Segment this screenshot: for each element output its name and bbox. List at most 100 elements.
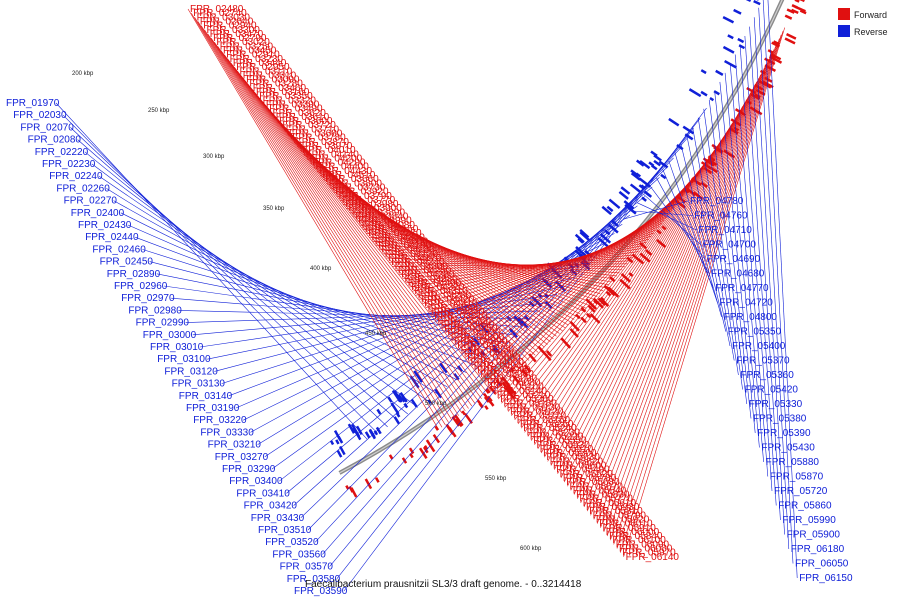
- gene-label[interactable]: FPR_04190: [378, 241, 432, 252]
- gene-label[interactable]: FPR_03930: [447, 328, 501, 339]
- gene-label[interactable]: FPR_04850: [461, 344, 515, 355]
- gene-label[interactable]: FPR_05970: [622, 548, 676, 559]
- gene-label[interactable]: FPR_04260: [418, 290, 472, 301]
- gene-label[interactable]: FPR_03620: [273, 108, 327, 119]
- gene-label[interactable]: FPR_04170: [388, 253, 442, 264]
- gene-label[interactable]: FPR_04510: [322, 170, 376, 181]
- gene-label[interactable]: FPR_05360: [740, 370, 794, 381]
- gene-label[interactable]: FPR_05900: [787, 530, 841, 541]
- gene-label[interactable]: FPR_03980: [345, 199, 399, 210]
- gene-label[interactable]: FPR_01970: [6, 98, 60, 109]
- gene-label[interactable]: FPR_05330: [749, 399, 803, 410]
- gene-label[interactable]: FPR_05530: [537, 440, 591, 451]
- gene-label[interactable]: FPR_03000: [143, 330, 197, 341]
- gene-label[interactable]: FPR_02970: [121, 293, 175, 304]
- gene-label[interactable]: FPR_03230: [230, 54, 284, 65]
- gene-label[interactable]: FPR_05370: [736, 356, 790, 367]
- gene-label[interactable]: FPR_04770: [715, 283, 769, 294]
- gene-label[interactable]: FPR_06090: [616, 539, 670, 550]
- gene-label[interactable]: FPR_05790: [593, 510, 647, 521]
- gene-label[interactable]: FPR_06100: [612, 535, 666, 546]
- gene-label[interactable]: FPR_05630: [546, 452, 600, 463]
- gene-label[interactable]: FPR_04310: [414, 286, 468, 297]
- gene-label[interactable]: FPR_03510: [258, 525, 312, 536]
- gene-label[interactable]: FPR_03430: [251, 513, 305, 524]
- gene-label[interactable]: FPR_06000: [606, 527, 660, 538]
- gene-label[interactable]: FPR_02270: [64, 196, 118, 207]
- gene-label[interactable]: FPR_03770: [342, 195, 396, 206]
- gene-label[interactable]: FPR_04870: [457, 340, 511, 351]
- gene-label[interactable]: FPR_05150: [517, 415, 571, 426]
- gene-label[interactable]: FPR_03350: [259, 91, 313, 102]
- gene-label[interactable]: FPR_03160: [256, 87, 310, 98]
- gene-label[interactable]: FPR_04250: [398, 265, 452, 276]
- gene-label[interactable]: FPR_03760: [438, 315, 492, 326]
- gene-label[interactable]: FPR_05160: [504, 398, 558, 409]
- gene-label[interactable]: FPR_02960: [114, 281, 168, 292]
- gene-label[interactable]: FPR_04960: [477, 365, 531, 376]
- gene-label[interactable]: FPR_03010: [150, 342, 204, 353]
- gene-label[interactable]: FPR_04900: [451, 332, 505, 343]
- gene-label[interactable]: FPR_04300: [395, 261, 449, 272]
- gene-label[interactable]: FPR_04420: [421, 295, 475, 306]
- gene-label[interactable]: FPR_05620: [550, 456, 604, 467]
- gene-label[interactable]: FPR_06180: [791, 544, 845, 555]
- gene-label[interactable]: FPR_05110: [513, 411, 566, 422]
- gene-label[interactable]: FPR_05810: [589, 506, 643, 517]
- gene-label[interactable]: FPR_02070: [20, 122, 74, 133]
- gene-label[interactable]: FPR_02080: [28, 135, 82, 146]
- gene-label[interactable]: FPR_02950: [236, 62, 290, 73]
- gene-label[interactable]: FPR_03400: [229, 476, 283, 487]
- gene-label[interactable]: FPR_03970: [299, 141, 353, 152]
- gene-label[interactable]: FPR_04320: [411, 282, 465, 293]
- gene-label[interactable]: FPR_05840: [609, 531, 663, 542]
- gene-label[interactable]: FPR_05600: [553, 461, 607, 472]
- gene-label[interactable]: FPR_03470: [210, 29, 264, 40]
- gene-label[interactable]: FPR_03590: [294, 586, 348, 597]
- gene-label[interactable]: FPR_03810: [434, 311, 488, 322]
- gene-label[interactable]: FPR_03120: [164, 366, 218, 377]
- gene-label[interactable]: FPR_03330: [200, 427, 254, 438]
- gene-label[interactable]: FPR_05770: [579, 494, 633, 505]
- gene-label[interactable]: FPR_03210: [208, 440, 262, 451]
- gene-label[interactable]: FPR_03300: [207, 25, 261, 36]
- gene-label[interactable]: FPR_03410: [236, 488, 290, 499]
- gene-label[interactable]: FPR_05140: [494, 386, 548, 397]
- gene-label[interactable]: FPR_04940: [474, 361, 528, 372]
- gene-label[interactable]: FPR_04930: [464, 348, 518, 359]
- gene-label[interactable]: FPR_05510: [540, 444, 594, 455]
- gene-label[interactable]: FPR_05860: [778, 501, 832, 512]
- gene-label[interactable]: FPR_03520: [265, 537, 319, 548]
- gene-label[interactable]: FPR_04010: [302, 145, 356, 156]
- gene-label[interactable]: FPR_03790: [339, 191, 393, 202]
- gene-label[interactable]: FPR_06150: [799, 573, 853, 584]
- gene-label[interactable]: FPR_03280: [249, 79, 303, 90]
- gene-label[interactable]: FPR_03140: [179, 391, 233, 402]
- gene-label[interactable]: FPR_04950: [471, 357, 525, 368]
- gene-label[interactable]: FPR_05870: [770, 472, 824, 483]
- gene-label[interactable]: FPR_04330: [372, 232, 426, 243]
- gene-label[interactable]: FPR_02890: [107, 269, 161, 280]
- gene-label[interactable]: FPR_03440: [233, 58, 287, 69]
- gene-label[interactable]: FPR_02260: [56, 183, 110, 194]
- gene-label[interactable]: FPR_02450: [100, 257, 154, 268]
- gene-label[interactable]: FPR_02440: [85, 232, 139, 243]
- gene-label[interactable]: FPR_02460: [92, 244, 146, 255]
- gene-label[interactable]: FPR_04780: [690, 196, 744, 207]
- gene-label[interactable]: FPR_03780: [292, 133, 346, 144]
- gene-label[interactable]: FPR_03090: [246, 75, 300, 86]
- gene-label[interactable]: FPR_03020: [216, 37, 270, 48]
- gene-label[interactable]: FPR_03110: [240, 66, 293, 77]
- gene-label[interactable]: FPR_03710: [286, 124, 340, 135]
- gene-label[interactable]: FPR_04270: [368, 228, 422, 239]
- gene-label[interactable]: FPR_02740: [193, 8, 247, 19]
- gene-label[interactable]: FPR_03320: [263, 95, 317, 106]
- gene-label[interactable]: FPR_02980: [128, 305, 182, 316]
- gene-label[interactable]: FPR_04280: [401, 270, 455, 281]
- gene-label[interactable]: FPR_04290: [312, 158, 366, 169]
- gene-label[interactable]: FPR_03990: [358, 216, 412, 227]
- gene-label[interactable]: FPR_03720: [282, 120, 336, 131]
- gene-label[interactable]: FPR_02990: [136, 318, 190, 329]
- gene-label[interactable]: FPR_05120: [510, 407, 564, 418]
- gene-label[interactable]: FPR_04720: [719, 298, 773, 309]
